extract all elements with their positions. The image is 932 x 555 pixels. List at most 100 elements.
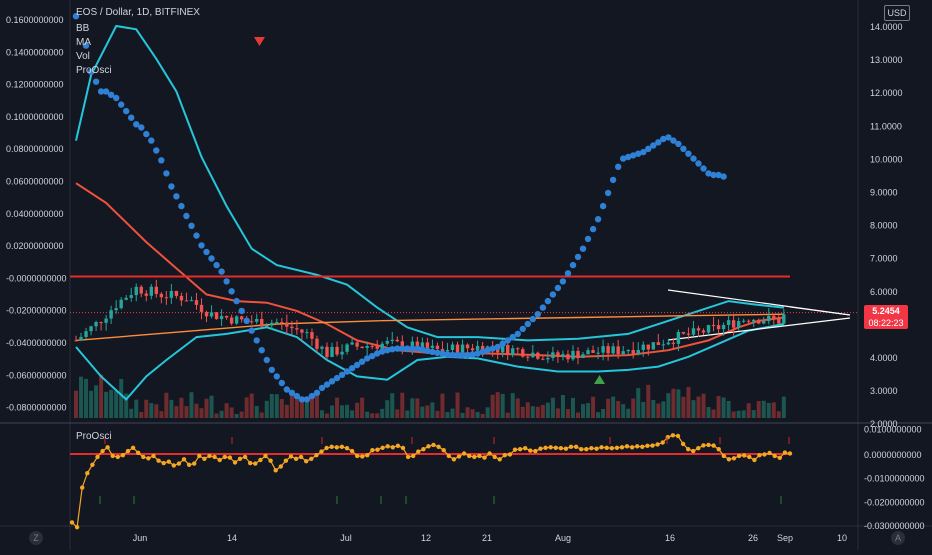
bar-countdown: 08:22:23 — [868, 318, 904, 328]
bollinger-bands — [75, 24, 784, 401]
candle-body — [470, 348, 475, 351]
legend-vol[interactable]: Vol — [76, 51, 90, 62]
volume-bar — [340, 405, 345, 418]
legend-proosci[interactable]: ProOsci — [76, 65, 112, 76]
oscillator-axis[interactable]: 0.0100000000 0.0000000000 -0.0100000000 -0.… — [864, 424, 925, 531]
candle-body — [536, 352, 540, 359]
sar-dot — [203, 248, 210, 256]
volume-bar — [234, 413, 239, 418]
osc-dot — [334, 445, 339, 450]
timezone-icon[interactable]: Z — [29, 531, 43, 545]
triangle-apex-line — [789, 306, 851, 316]
osc-dot — [523, 446, 528, 451]
osc-dot — [344, 446, 350, 451]
candle-body — [757, 319, 761, 324]
volume-bar — [586, 403, 591, 418]
osc-dot — [599, 445, 604, 450]
volume-bar — [435, 410, 440, 418]
sar-dot — [72, 13, 80, 20]
candle-body — [455, 344, 460, 354]
volume-bar — [410, 398, 415, 418]
candle-body — [410, 341, 415, 349]
currency-button[interactable]: USD — [884, 5, 910, 21]
osc-dot — [517, 447, 523, 452]
sar-dot — [670, 137, 677, 144]
left-axis-tick-label: -0.0600000000 — [6, 370, 67, 380]
sar-dot — [594, 216, 602, 223]
candle-body — [209, 312, 214, 317]
auto-scale-icon[interactable]: A — [891, 531, 905, 545]
osc-dot — [538, 446, 543, 451]
candle-body — [495, 348, 500, 353]
sar-dot — [650, 142, 657, 149]
osc-dot — [288, 454, 294, 459]
sar-dot — [705, 170, 712, 177]
osc-dot — [665, 435, 670, 440]
osc-dot — [375, 447, 380, 452]
candle-body — [300, 329, 304, 333]
candle-body — [305, 332, 309, 334]
osc-dot — [248, 460, 253, 466]
volume-bar — [345, 404, 350, 418]
legend-ma[interactable]: MA — [76, 37, 91, 48]
osc-dot — [441, 448, 446, 453]
osc-dot — [156, 458, 161, 463]
candle-body — [666, 342, 671, 345]
candle-body — [746, 320, 751, 322]
sar-dot — [464, 351, 471, 359]
candle-body — [224, 315, 229, 318]
sar-dot — [660, 135, 667, 143]
sar-dot — [193, 232, 200, 239]
volume-bar — [696, 396, 701, 418]
osc-dot — [731, 456, 737, 461]
sar-dot — [449, 351, 456, 359]
sar-dot — [123, 107, 130, 115]
sar-dot — [273, 373, 280, 380]
candle-body — [506, 345, 510, 355]
sar-dot — [584, 235, 592, 243]
osc-dot — [742, 453, 747, 458]
candle-body — [440, 348, 445, 352]
sar-dot — [454, 351, 461, 359]
candle-body — [144, 293, 148, 296]
volume-bar — [666, 393, 671, 418]
volume-bar — [440, 393, 445, 418]
volume-bar — [616, 401, 621, 418]
volume-bar — [259, 412, 264, 418]
osc-dot — [706, 442, 711, 448]
left-price-axis[interactable]: 0.1600000000 0.1400000000 0.1200000000 0.10… — [6, 15, 67, 413]
symbol-title[interactable]: EOS / Dollar, 1D, BITFINEX — [76, 7, 200, 18]
right-price-axis[interactable]: 14.0000 13.0000 12.0000 11.0000 10.0000 9.000… — [870, 22, 903, 429]
candle-body — [124, 297, 128, 300]
volume-bar — [445, 412, 450, 418]
candle-body — [365, 346, 369, 348]
time-axis[interactable]: Jun 14 Jul 12 21 Aug 16 26 Sep 10 — [133, 533, 847, 543]
oscillator-label[interactable]: ProOsci — [76, 431, 112, 442]
candle-body — [84, 331, 88, 337]
osc-dot — [186, 462, 192, 467]
candle-body — [521, 349, 525, 357]
sar-dot — [163, 170, 170, 177]
sar-dot — [404, 345, 411, 352]
osc-dot — [563, 446, 569, 451]
osc-dot — [385, 444, 390, 449]
candle-body — [330, 346, 334, 357]
sar-dot — [690, 155, 697, 162]
candle-body — [546, 357, 550, 360]
sar-dot — [625, 153, 632, 161]
candle-body — [767, 315, 771, 322]
osc-dot — [456, 454, 462, 459]
osc-dot — [283, 458, 289, 463]
volume-bar — [335, 397, 340, 418]
candle-body — [79, 336, 83, 341]
osc-dot — [716, 447, 721, 452]
sar-dot — [469, 351, 476, 358]
volume-bar — [385, 400, 390, 418]
legend-bb[interactable]: BB — [76, 23, 90, 34]
volume-bar — [576, 412, 580, 418]
sar-dot — [173, 193, 180, 200]
volume-bar — [450, 408, 455, 418]
osc-dot — [192, 461, 197, 466]
sar-dot — [459, 351, 466, 359]
